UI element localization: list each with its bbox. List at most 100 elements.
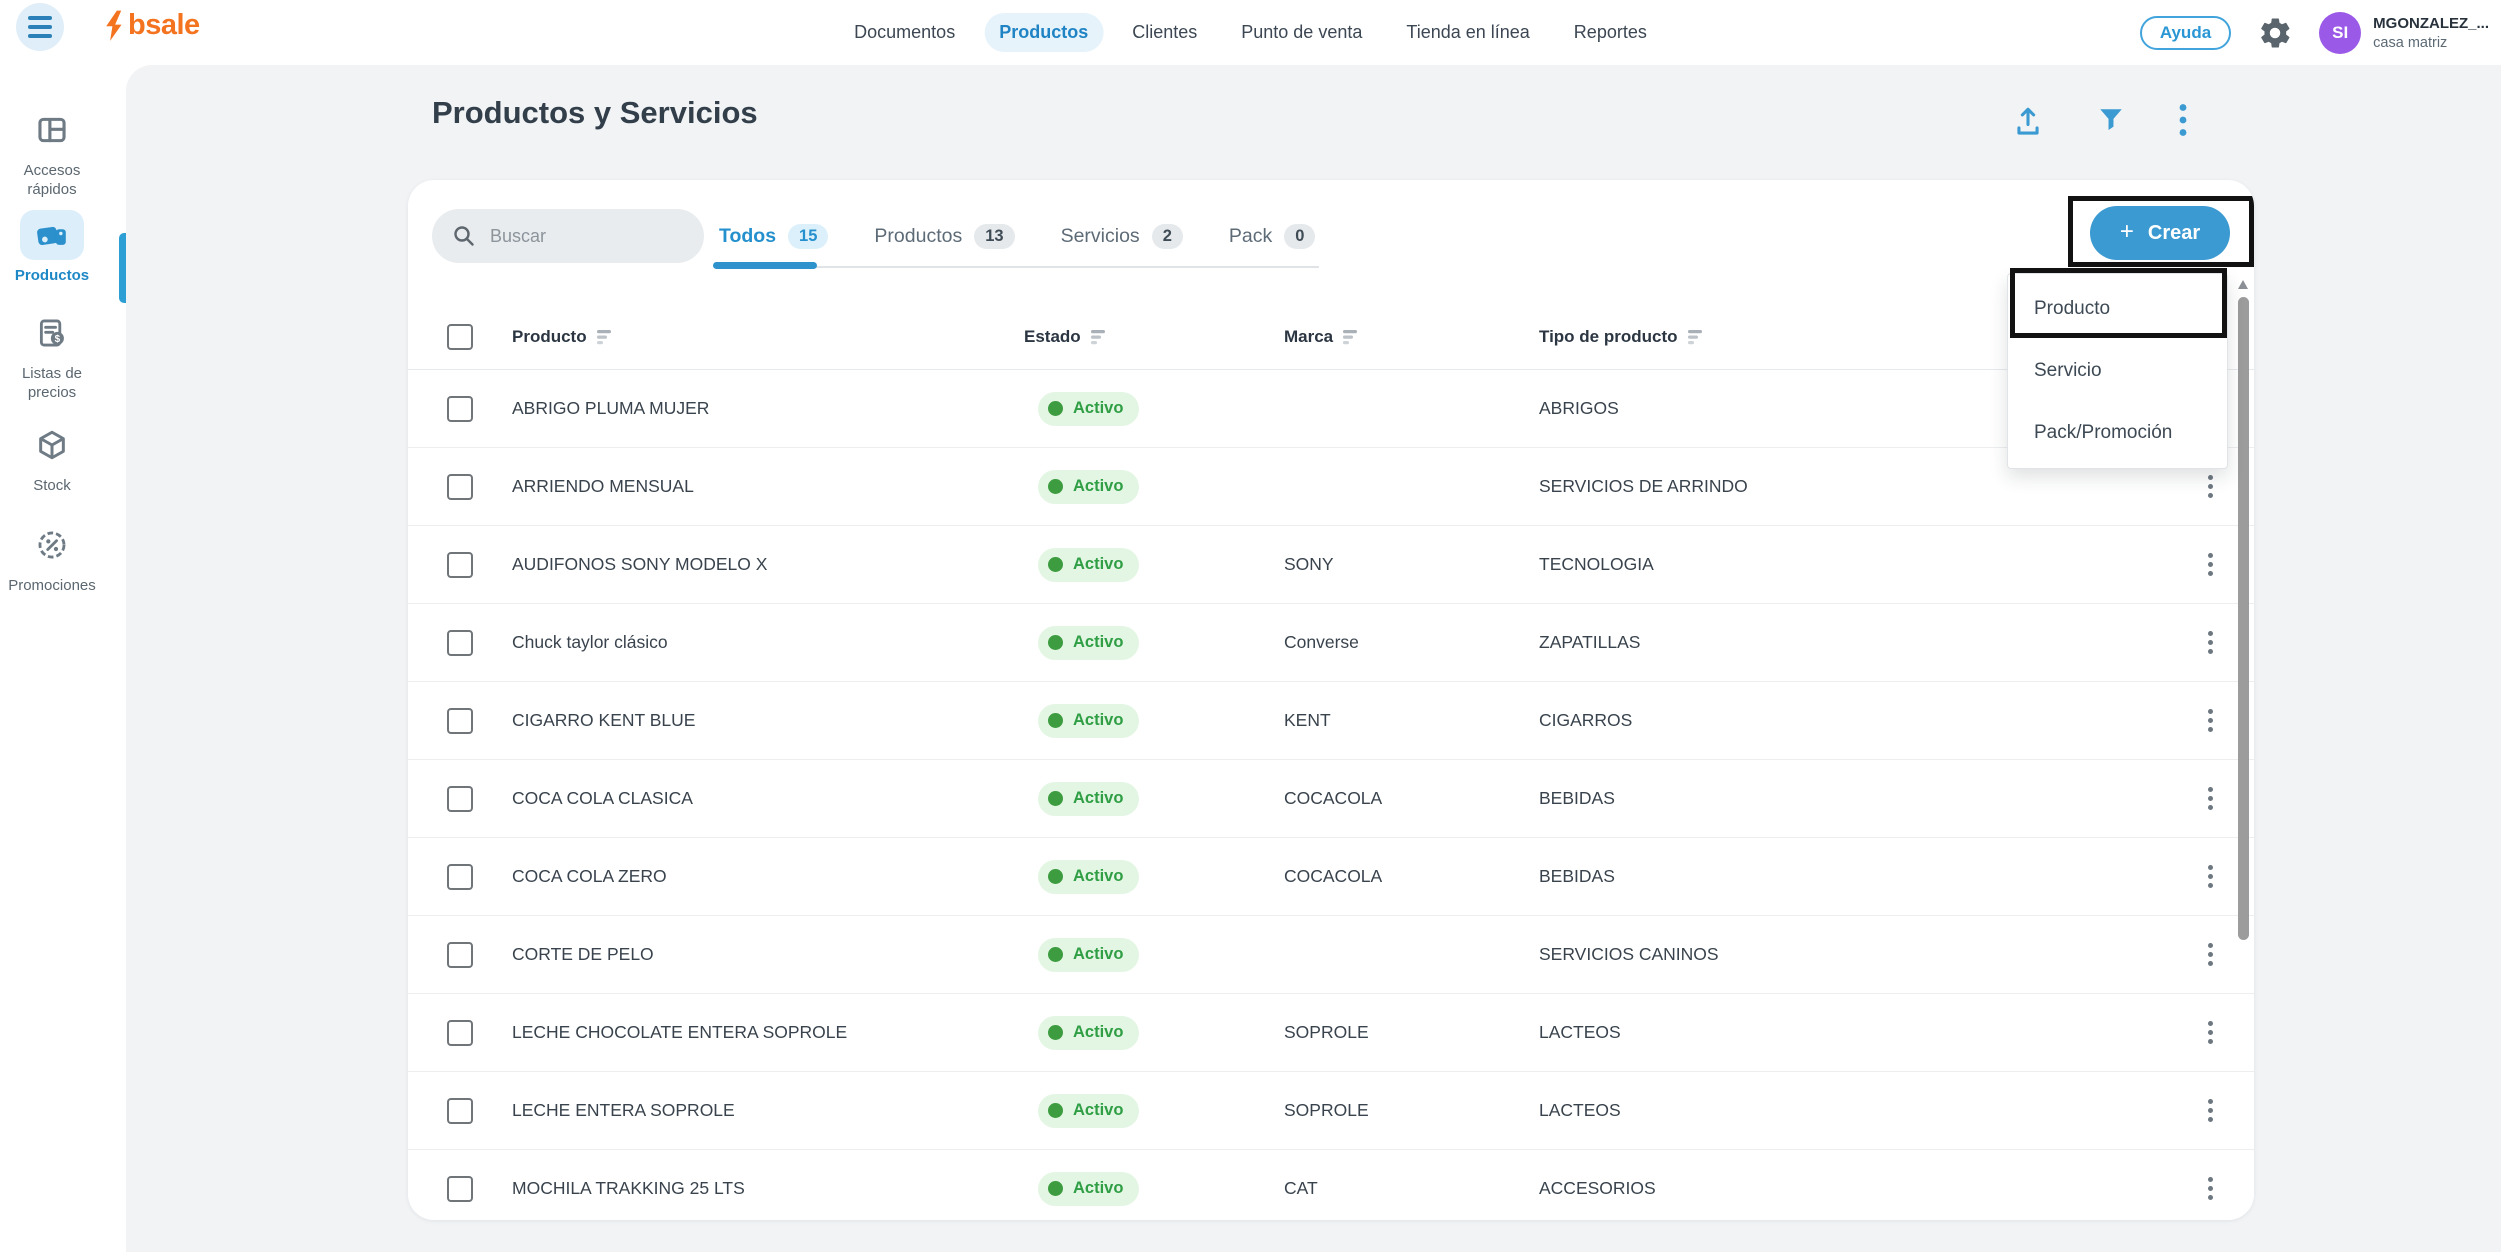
row-checkbox[interactable] [447,863,473,890]
cell-producto: Chuck taylor clásico [512,632,668,652]
scroll-up-arrow-icon[interactable] [2238,280,2248,289]
sort-icon [596,329,611,344]
user-menu[interactable]: SI MGONZALEZ_... casa matriz [2319,11,2489,54]
row-checkbox[interactable] [447,551,473,578]
cell-marca: SONY [1284,554,1334,574]
tab-bar: Todos 15 Productos 13 Servicios 2 P [719,208,1316,264]
table-row[interactable]: ABRIGO PLUMA MUJER Activo ABRIGOS [408,370,2254,448]
row-actions-kebab-icon[interactable] [2195,937,2225,972]
create-button-label: Crear [2147,221,2201,244]
row-actions-kebab-icon[interactable] [2195,547,2225,582]
create-menu-item[interactable]: Producto [2034,298,2111,319]
status-badge: Activo [1038,859,1140,894]
row-actions-kebab-icon[interactable] [2195,1015,2225,1050]
table-row[interactable]: AUDIFONOS SONY MODELO X Activo SONY TECN… [408,526,2254,604]
row-checkbox[interactable] [447,707,473,734]
cell-marca: SOPROLE [1284,1022,1369,1042]
hamburger-menu-button[interactable] [16,3,64,51]
table-row[interactable]: LECHE ENTERA SOPROLE Activo SOPROLE LACT… [408,1072,2254,1150]
status-label: Activo [1073,1179,1124,1197]
bsale-logo[interactable]: bsale [102,9,200,42]
nav-item[interactable]: Reportes [1573,22,1647,42]
create-menu-item[interactable]: Servicio [2034,360,2102,381]
row-checkbox[interactable] [447,1019,473,1046]
gear-icon[interactable] [2257,15,2293,51]
cell-tipo: ZAPATILLAS [1539,632,1641,652]
cell-producto: LECHE CHOCOLATE ENTERA SOPROLE [512,1022,848,1042]
row-actions-kebab-icon[interactable] [2195,703,2225,738]
more-options-icon[interactable] [2178,103,2188,137]
sidebar-item-listas-de-precios[interactable]: $ Listas de precios [0,308,104,403]
sidebar-item-productos[interactable]: Productos [0,210,104,286]
status-dot-icon [1048,713,1063,728]
create-button[interactable]: + Crear [2090,206,2230,260]
status-dot-icon [1048,479,1063,494]
create-dropdown-menu: Producto Servicio Pack/Promoción [2007,273,2228,469]
cell-marca: Converse [1284,632,1359,652]
tab[interactable]: Pack 0 [1229,223,1316,249]
row-actions-kebab-icon[interactable] [2195,469,2225,504]
row-checkbox[interactable] [447,1175,473,1202]
table-row[interactable]: CORTE DE PELO Activo SERVICIOS CANINOS [408,916,2254,994]
cell-tipo: SERVICIOS DE ARRINDO [1539,476,1748,496]
status-badge: Activo [1038,703,1140,738]
vertical-scrollbar[interactable] [2238,280,2249,1160]
nav-item[interactable]: Tienda en línea [1406,22,1530,42]
row-actions-kebab-icon[interactable] [2195,1093,2225,1128]
bolt-icon [106,10,122,41]
table-header: Producto Estado Marca [408,305,2254,370]
tab[interactable]: Servicios 2 [1061,223,1183,249]
cell-tipo: CIGARROS [1539,710,1633,730]
search-box [432,209,704,263]
table-row[interactable]: Chuck taylor clásico Activo Converse ZAP… [408,604,2254,682]
nav-item[interactable]: Clientes [1132,22,1198,42]
status-dot-icon [1048,947,1063,962]
tab[interactable]: Productos 13 [874,223,1015,249]
table-row[interactable]: ARRIENDO MENSUAL Activo SERVICIOS DE ARR… [408,448,2254,526]
row-checkbox[interactable] [447,473,473,500]
select-all-checkbox[interactable] [447,324,473,350]
sidebar-item-label: Promociones [8,577,96,594]
upload-icon[interactable] [2012,103,2044,137]
create-menu-item[interactable]: Pack/Promoción [2034,422,2173,443]
row-checkbox[interactable] [447,629,473,656]
column-header-tipo-de-producto[interactable]: Tipo de producto [1539,327,2195,347]
status-badge: Activo [1038,391,1140,426]
active-tab-indicator [713,262,817,269]
status-label: Activo [1073,633,1124,651]
cell-marca: KENT [1284,710,1331,730]
row-actions-kebab-icon[interactable] [2195,859,2225,894]
nav-item[interactable]: Punto de venta [1241,22,1363,42]
column-header-estado[interactable]: Estado [1024,327,1284,347]
row-checkbox[interactable] [447,941,473,968]
row-actions-kebab-icon[interactable] [2195,625,2225,660]
row-checkbox[interactable] [447,785,473,812]
table-row[interactable]: COCA COLA CLASICA Activo COCACOLA BEBIDA… [408,760,2254,838]
table-row[interactable]: LECHE CHOCOLATE ENTERA SOPROLE Activo SO… [408,994,2254,1072]
row-actions-kebab-icon[interactable] [2195,1171,2225,1206]
user-name: MGONZALEZ_... [2373,15,2489,33]
scrollbar-thumb[interactable] [2238,297,2249,940]
sidebar-item-promociones[interactable]: Promociones [0,520,104,596]
sidebar-item-accesos-rapidos[interactable]: Accesos rápidos [0,105,104,200]
nav-item[interactable]: Productos [984,13,1104,52]
column-header-producto[interactable]: Producto [512,327,1024,347]
tabs-divider [719,266,1319,268]
help-button[interactable]: Ayuda [2139,15,2232,50]
search-input[interactable] [490,225,670,247]
row-checkbox[interactable] [447,1097,473,1124]
table-row[interactable]: MOCHILA TRAKKING 25 LTS Activo CAT ACCES… [408,1150,2254,1220]
row-checkbox[interactable] [447,395,473,422]
quick-access-icon [20,105,84,155]
cell-producto: ABRIGO PLUMA MUJER [512,398,710,418]
tab[interactable]: Todos 15 [719,223,829,249]
status-dot-icon [1048,401,1063,416]
row-actions-kebab-icon[interactable] [2195,781,2225,816]
column-header-marca[interactable]: Marca [1284,327,1539,347]
filter-icon[interactable] [2096,104,2126,136]
status-badge: Activo [1038,547,1140,582]
table-row[interactable]: COCA COLA ZERO Activo COCACOLA BEBIDAS [408,838,2254,916]
sidebar-item-stock[interactable]: Stock [0,420,104,496]
table-row[interactable]: CIGARRO KENT BLUE Activo KENT CIGARROS [408,682,2254,760]
nav-item[interactable]: Documentos [854,22,956,42]
